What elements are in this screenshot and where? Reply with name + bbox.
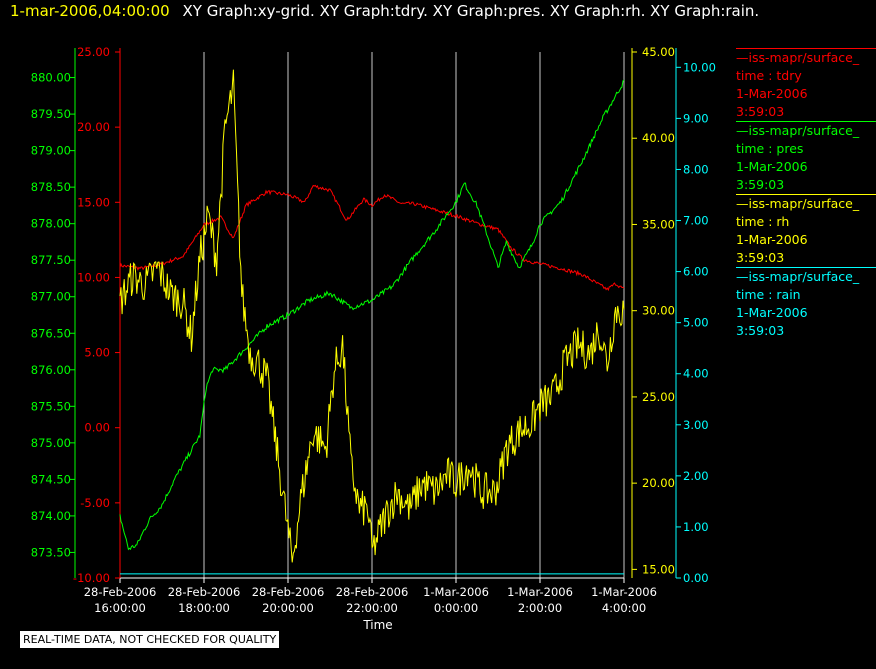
x-tick-date: 28-Feb-2006 — [336, 585, 409, 599]
rain-tick-label: 1.00 — [683, 520, 709, 534]
rh-tick-label: 40.00 — [642, 131, 675, 145]
x-tick-date: 1-Mar-2006 — [507, 585, 573, 599]
rh-tick-label: 35.00 — [642, 217, 675, 231]
legend-time: 3:59:03 — [736, 323, 785, 338]
pres-tick-label: 874.50 — [31, 472, 71, 486]
x-tick-time: 16:00:00 — [94, 601, 146, 615]
legend-date: 1-Mar-2006 — [736, 86, 808, 101]
legend: —iss-mapr/surface_ time : tdry 1-Mar-2006 3… — [736, 48, 876, 340]
pres-tick-label: 879.00 — [31, 144, 71, 158]
x-tick-time: 18:00:00 — [178, 601, 230, 615]
legend-entry-2: —iss-mapr/surface_time : rh 1-Mar-2006 3:5… — [736, 194, 876, 267]
tdry-tick-label: 15.00 — [77, 195, 110, 209]
rain-tick-label: 7.00 — [683, 214, 709, 228]
rh-tick-label: 15.00 — [642, 562, 675, 576]
rain-tick-label: 2.00 — [683, 469, 709, 483]
tdry-tick-label: 0.00 — [84, 421, 110, 435]
legend-date: 1-Mar-2006 — [736, 232, 808, 247]
series-tdry — [119, 184, 625, 292]
rh-tick-label: 45.00 — [642, 45, 675, 59]
rain-tick-label: 3.00 — [683, 418, 709, 432]
x-tick-date: 28-Feb-2006 — [252, 585, 325, 599]
rain-tick-label: 9.00 — [683, 111, 709, 125]
x-tick-date: 1-Mar-2006 — [591, 585, 657, 599]
tdry-tick-label: 25.00 — [77, 45, 110, 59]
pres-tick-label: 880.00 — [31, 71, 71, 85]
legend-time: 3:59:03 — [736, 250, 785, 265]
header-time: 1-mar-2006,04:00:00 — [10, 2, 170, 20]
rain-tick-label: 5.00 — [683, 316, 709, 330]
legend-var: time : rh — [736, 214, 790, 229]
pres-tick-label: 878.50 — [31, 180, 71, 194]
legend-name: —iss-mapr/surface_ — [736, 123, 860, 138]
pres-tick-label: 874.00 — [31, 509, 71, 523]
legend-time: 3:59:03 — [736, 177, 785, 192]
pres-tick-label: 879.50 — [31, 107, 71, 121]
series-pres — [119, 79, 625, 551]
pres-tick-label: 875.00 — [31, 436, 71, 450]
pres-tick-label: 877.00 — [31, 290, 71, 304]
x-tick-time: 4:00:00 — [602, 601, 646, 615]
legend-date: 1-Mar-2006 — [736, 159, 808, 174]
pres-tick-label: 876.50 — [31, 326, 71, 340]
rain-tick-label: 6.00 — [683, 265, 709, 279]
rain-tick-label: 0.00 — [683, 571, 709, 585]
pres-tick-label: 875.50 — [31, 399, 71, 413]
legend-entry-1: —iss-mapr/surface_time : pres 1-Mar-2006 3… — [736, 121, 876, 194]
tdry-tick-label: 20.00 — [77, 120, 110, 134]
legend-name: —iss-mapr/surface_ — [736, 269, 860, 284]
rh-tick-label: 20.00 — [642, 476, 675, 490]
pres-tick-label: 878.00 — [31, 217, 71, 231]
tdry-tick-label: -10.00 — [73, 571, 110, 585]
pres-tick-label: 876.00 — [31, 363, 71, 377]
series-rh — [119, 69, 625, 563]
pres-tick-label: 877.50 — [31, 253, 71, 267]
rain-tick-label: 8.00 — [683, 162, 709, 176]
pres-tick-label: 873.50 — [31, 545, 71, 559]
quality-note: REAL-TIME DATA, NOT CHECKED FOR QUALITY — [20, 631, 280, 648]
legend-date: 1-Mar-2006 — [736, 305, 808, 320]
rh-tick-label: 25.00 — [642, 390, 675, 404]
x-tick-time: 2:00:00 — [518, 601, 562, 615]
legend-entry-0: —iss-mapr/surface_time : tdry 1-Mar-2006 3… — [736, 48, 876, 121]
x-tick-time: 0:00:00 — [434, 601, 478, 615]
legend-name: —iss-mapr/surface_ — [736, 196, 860, 211]
header-titles: XY Graph:xy-grid. XY Graph:tdry. XY Grap… — [182, 2, 760, 20]
x-tick-date: 28-Feb-2006 — [84, 585, 157, 599]
legend-time: 3:59:03 — [736, 104, 785, 119]
rh-tick-label: 30.00 — [642, 304, 675, 318]
rain-tick-label: 4.00 — [683, 367, 709, 381]
chart-header: 1-mar-2006,04:00:00 XY Graph:xy-grid. XY… — [0, 2, 876, 24]
tdry-tick-label: 10.00 — [77, 270, 110, 284]
x-tick-time: 20:00:00 — [262, 601, 314, 615]
legend-var: time : pres — [736, 141, 804, 156]
x-tick-date: 28-Feb-2006 — [168, 585, 241, 599]
legend-var: time : rain — [736, 287, 801, 302]
x-axis-label: Time — [362, 618, 392, 632]
tdry-tick-label: -5.00 — [80, 496, 110, 510]
tdry-tick-label: 5.00 — [84, 346, 110, 360]
legend-var: time : tdry — [736, 68, 802, 83]
x-tick-time: 22:00:00 — [346, 601, 398, 615]
legend-entry-3: —iss-mapr/surface_time : rain 1-Mar-2006 3… — [736, 267, 876, 340]
legend-name: —iss-mapr/surface_ — [736, 50, 860, 65]
x-tick-date: 1-Mar-2006 — [423, 585, 489, 599]
rain-tick-label: 10.00 — [683, 60, 716, 74]
